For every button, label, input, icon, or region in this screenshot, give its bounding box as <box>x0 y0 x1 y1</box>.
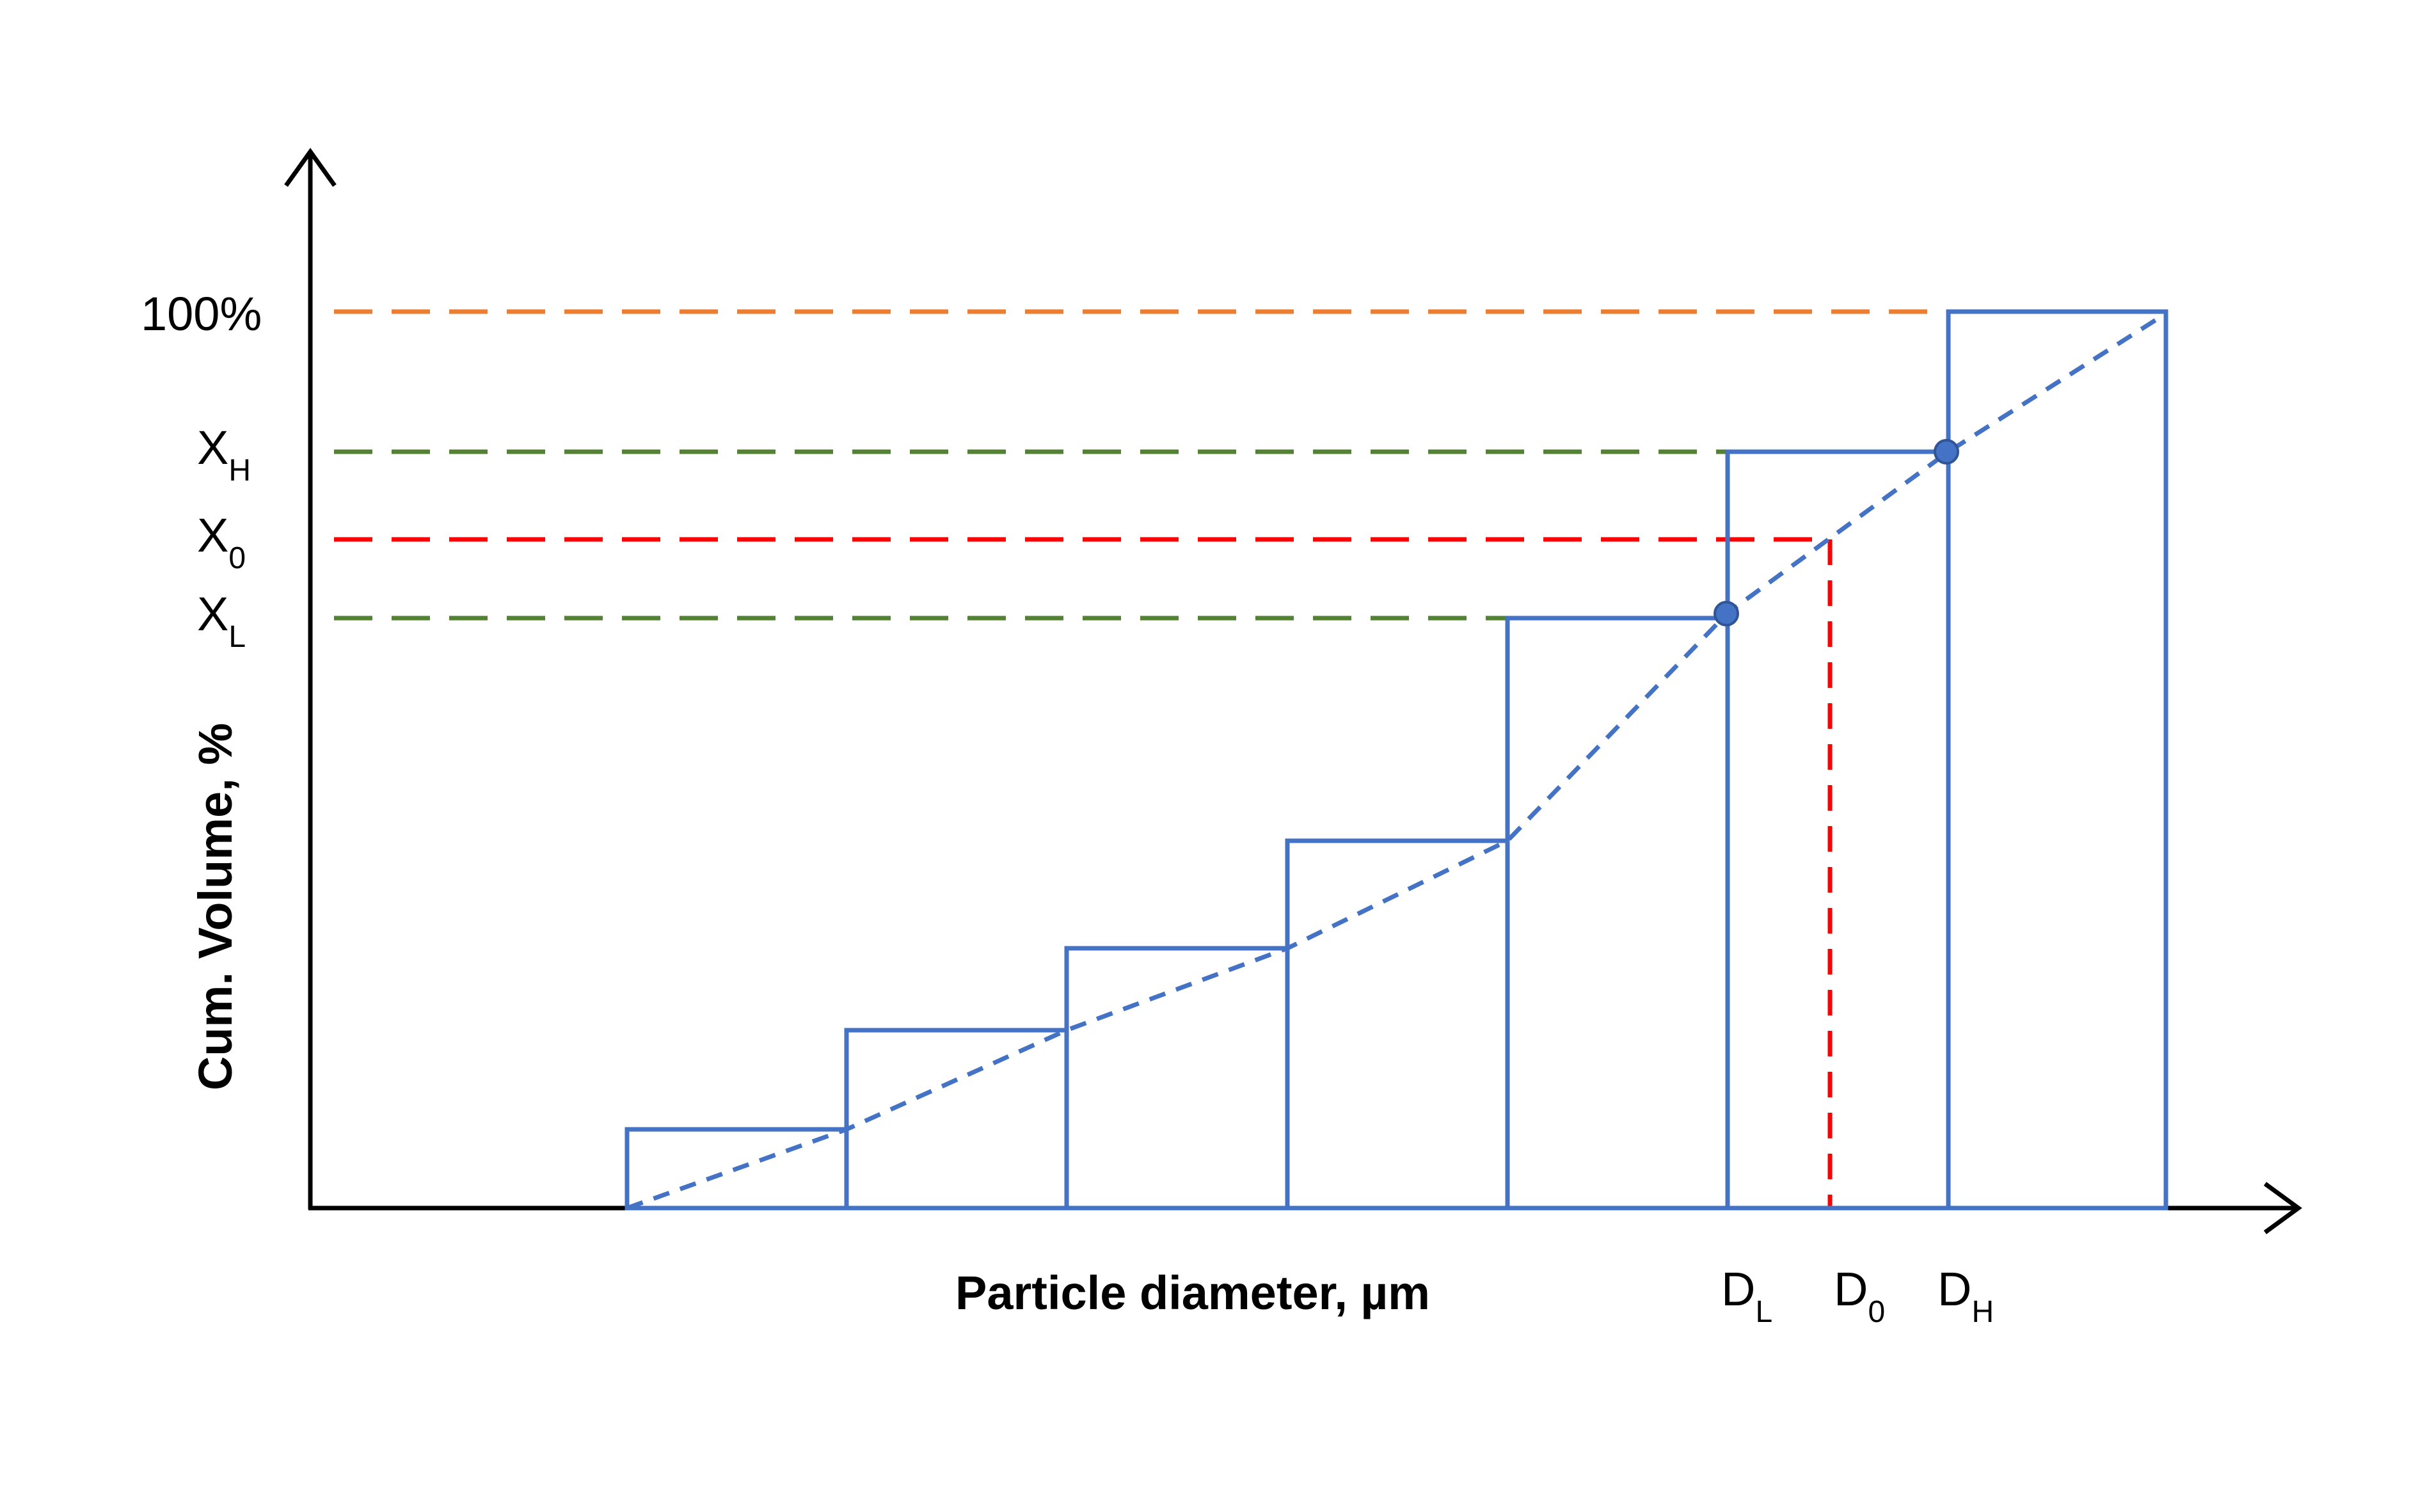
y-label-xh: XH <box>197 421 251 488</box>
step-bar-5 <box>1505 616 1730 1211</box>
cumulative-curve <box>626 312 2167 1211</box>
x-label-dh: DH <box>1937 1262 1994 1329</box>
y-label-x0: X0 <box>197 509 246 575</box>
x-axis-arrowhead <box>2263 1182 2302 1234</box>
step-bar-2 <box>844 1028 1069 1211</box>
y-label-100: 100% <box>141 287 262 340</box>
y-axis-title: Cum. Volume, % <box>189 723 242 1090</box>
cumulative-steps <box>624 309 2168 1211</box>
x-axis-title: Particle diameter, µm <box>955 1266 1430 1319</box>
point-dl-xl <box>1714 601 1739 626</box>
y-label-xl: XL <box>197 587 246 654</box>
x-label-d0: D0 <box>1834 1262 1885 1329</box>
y-axis-arrowhead <box>284 147 337 187</box>
point-dh-xh <box>1934 439 1959 465</box>
x-label-dl: DL <box>1721 1262 1772 1329</box>
step-bar-7 <box>1946 309 2168 1211</box>
step-bar-6 <box>1725 449 1951 1211</box>
